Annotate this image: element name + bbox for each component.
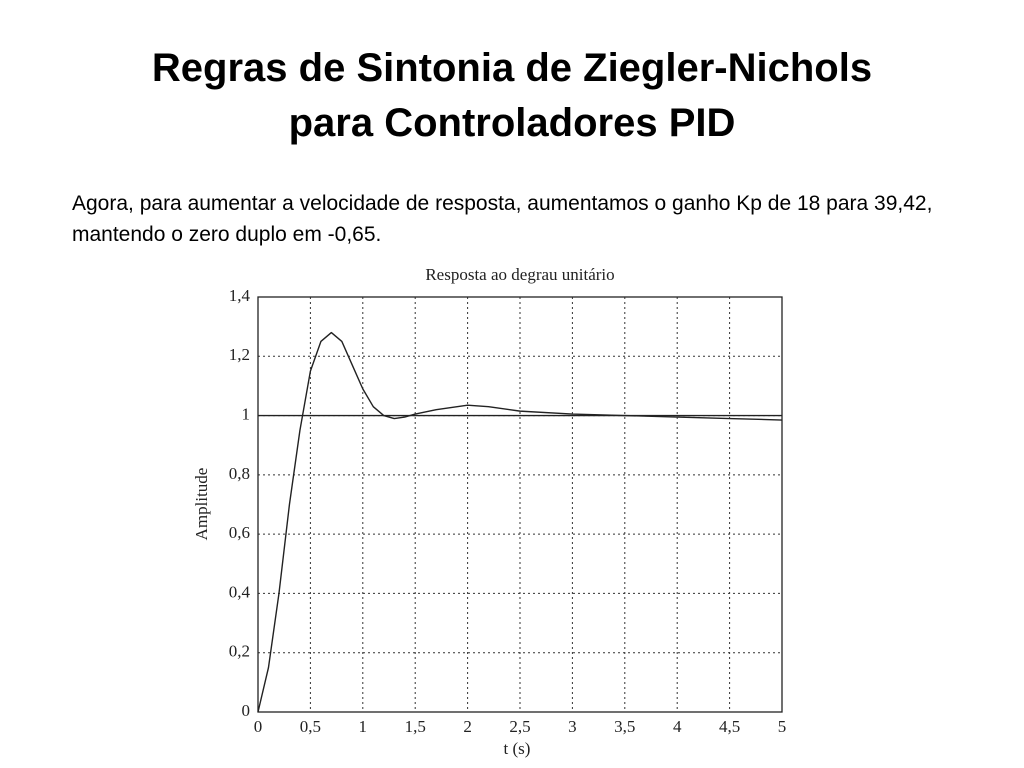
- x-tick-label: 2: [463, 717, 472, 736]
- x-tick-label: 3: [568, 717, 577, 736]
- slide-title: Regras de Sintonia de Ziegler-Nichols: [151, 46, 873, 90]
- y-axis-label: Amplitude: [192, 468, 211, 541]
- y-tick-label: 0,2: [229, 642, 250, 661]
- x-tick-label: 1: [359, 717, 368, 736]
- y-tick-label: 1,2: [229, 345, 250, 364]
- line-series: [257, 331, 783, 713]
- x-tick-label: 4,5: [719, 717, 740, 736]
- x-tick-label: 0: [254, 717, 263, 736]
- x-tick-label: 1,5: [405, 717, 426, 736]
- plot-frame: [257, 296, 783, 713]
- x-tick-label: 3,5: [614, 717, 635, 736]
- y-tick-label: 1,4: [229, 286, 251, 305]
- paragraph: Agora, para aumentar a velocidade de res…: [72, 192, 933, 246]
- x-tick-label: 4: [673, 717, 682, 736]
- y-tick-label: 0,6: [229, 523, 250, 542]
- y-tick-label: 0: [242, 701, 251, 720]
- x-tick-label: 2,5: [509, 717, 530, 736]
- slide-title: para Controladores PID: [288, 101, 736, 145]
- x-axis-label: t (s): [504, 739, 531, 758]
- chart-title: Resposta ao degrau unitário: [425, 265, 614, 284]
- y-tick-label: 1: [242, 404, 251, 423]
- y-tick-label: 0,4: [229, 582, 251, 601]
- x-tick-label: 5: [778, 717, 787, 736]
- x-tick-label: 0,5: [300, 717, 321, 736]
- y-tick-label: 0,8: [229, 464, 250, 483]
